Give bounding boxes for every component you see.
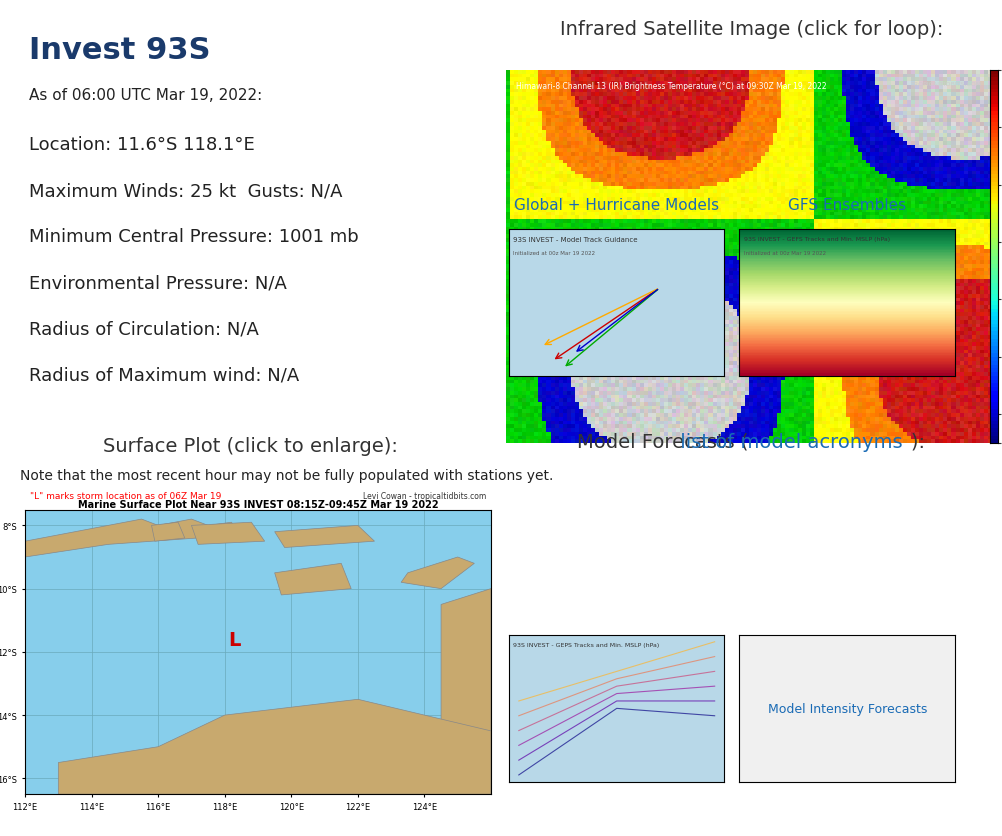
- Text: 00z: 00z: [767, 644, 789, 657]
- Text: 06z: 06z: [822, 644, 845, 657]
- Polygon shape: [275, 563, 351, 595]
- Text: TROPICALTIDBITS.COM: TROPICALTIDBITS.COM: [911, 82, 982, 87]
- Text: 18z: 18z: [933, 644, 955, 657]
- Text: Himawari-8 Channel 13 (IR) Brightness Temperature (°C) at 09:30Z Mar 19, 2022: Himawari-8 Channel 13 (IR) Brightness Te…: [516, 82, 827, 91]
- Text: 12z: 12z: [878, 644, 900, 657]
- Text: |: |: [685, 644, 689, 657]
- Text: L: L: [228, 630, 240, 649]
- Text: "L" marks storm location as of 06Z Mar 19: "L" marks storm location as of 06Z Mar 1…: [30, 491, 221, 500]
- Text: |: |: [574, 644, 579, 657]
- Text: 00z: 00z: [538, 644, 560, 657]
- Title: Marine Surface Plot Near 93S INVEST 08:15Z-09:45Z Mar 19 2022: Marine Surface Plot Near 93S INVEST 08:1…: [78, 499, 438, 509]
- Text: Global + Hurricane Models: Global + Hurricane Models: [514, 197, 719, 212]
- Polygon shape: [151, 522, 184, 542]
- Text: Environmental Pressure: N/A: Environmental Pressure: N/A: [29, 274, 288, 292]
- Text: |: |: [630, 644, 634, 657]
- Text: Invest 93S: Invest 93S: [29, 36, 210, 65]
- Text: |: |: [803, 644, 808, 657]
- Text: Intensity Guidance: Intensity Guidance: [800, 680, 943, 695]
- Polygon shape: [401, 558, 474, 589]
- Text: Radius of Circulation: N/A: Radius of Circulation: N/A: [29, 320, 260, 338]
- Text: 12z: 12z: [648, 644, 671, 657]
- Text: Model Forecasts (                          ):: Model Forecasts ( ):: [577, 432, 925, 451]
- Text: 93S INVEST - GEPS Tracks and Min. MSLP (hPa): 93S INVEST - GEPS Tracks and Min. MSLP (…: [513, 643, 659, 648]
- Text: Minimum Central Pressure: 1001 mb: Minimum Central Pressure: 1001 mb: [29, 228, 359, 246]
- Text: Surface Plot (click to enlarge):: Surface Plot (click to enlarge):: [103, 436, 398, 455]
- Text: Initialized at 00z Mar 19 2022: Initialized at 00z Mar 19 2022: [513, 250, 595, 255]
- Text: |: |: [914, 644, 918, 657]
- Text: 18z: 18z: [704, 644, 726, 657]
- Text: Maximum Winds: 25 kt  Gusts: N/A: Maximum Winds: 25 kt Gusts: N/A: [29, 182, 343, 200]
- Text: GEPS Ensembles: GEPS Ensembles: [567, 680, 695, 695]
- Polygon shape: [25, 519, 241, 558]
- Text: Levi Cowan - tropicaltidbits.com: Levi Cowan - tropicaltidbits.com: [363, 491, 486, 500]
- Polygon shape: [58, 700, 491, 794]
- Text: As of 06:00 UTC Mar 19, 2022:: As of 06:00 UTC Mar 19, 2022:: [29, 89, 263, 104]
- Text: Note that the most recent hour may not be fully populated with stations yet.: Note that the most recent hour may not b…: [20, 468, 553, 482]
- Text: Radius of Maximum wind: N/A: Radius of Maximum wind: N/A: [29, 366, 300, 384]
- Text: Infrared Satellite Image (click for loop):: Infrared Satellite Image (click for loop…: [559, 20, 943, 39]
- Text: list of model acronyms: list of model acronyms: [599, 432, 903, 451]
- Text: 06z: 06z: [593, 644, 615, 657]
- Polygon shape: [441, 589, 491, 794]
- Text: 93S INVEST - Model Track Guidance: 93S INVEST - Model Track Guidance: [513, 237, 638, 243]
- Text: Model Intensity Forecasts: Model Intensity Forecasts: [768, 702, 927, 715]
- Text: Initialized at 00z Mar 19 2022: Initialized at 00z Mar 19 2022: [743, 250, 826, 255]
- Text: GFS Ensembles: GFS Ensembles: [789, 197, 906, 212]
- Text: 93S INVEST - GEFS Tracks and Min. MSLP (hPa): 93S INVEST - GEFS Tracks and Min. MSLP (…: [743, 237, 890, 242]
- Text: |: |: [859, 644, 863, 657]
- Polygon shape: [275, 526, 375, 548]
- Text: Location: 11.6°S 118.1°E: Location: 11.6°S 118.1°E: [29, 136, 256, 154]
- Polygon shape: [191, 522, 265, 545]
